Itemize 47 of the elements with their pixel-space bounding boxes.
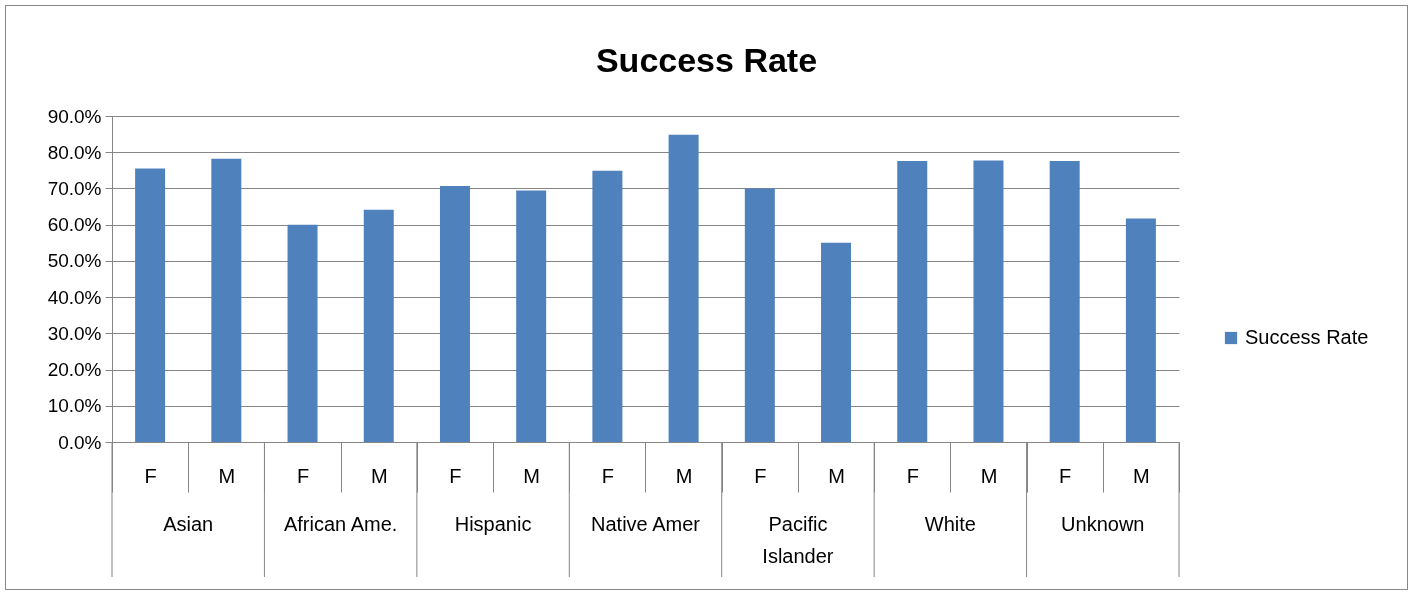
y-tick-label: 0.0% [58, 431, 102, 453]
x-tick-label: F [144, 464, 157, 487]
x-tick-label: M [1133, 464, 1150, 487]
bar [1125, 218, 1156, 442]
text: Native Amer [591, 513, 701, 535]
bar [744, 188, 775, 442]
chart-title: Success Rate [595, 41, 818, 79]
bar [668, 134, 699, 442]
legend-label: Success Rate [1245, 326, 1369, 348]
bar [592, 170, 623, 442]
text: Unknown [1061, 513, 1145, 535]
x-tick-label: F [601, 464, 614, 487]
bar [211, 158, 242, 442]
x-tick-label: M [828, 464, 845, 487]
bar [363, 209, 394, 442]
y-tick-label: 40.0% [47, 286, 102, 308]
x-tick-label: M [218, 464, 236, 487]
x-tick-label: F [296, 464, 310, 487]
x-tick-label: M [980, 464, 998, 487]
text: Asian [163, 513, 214, 535]
text: Pacific Islander [762, 513, 834, 567]
x-tick-label: M [675, 464, 693, 487]
bar [516, 190, 547, 442]
x-tick-label: F [906, 464, 919, 487]
x-tick-label: F [1059, 464, 1072, 487]
bar [287, 224, 318, 442]
y-tick-label: 90.0% [47, 105, 102, 127]
y-tick-label: 20.0% [47, 359, 102, 381]
bar [973, 160, 1004, 442]
bar [897, 160, 928, 442]
text: White [924, 513, 976, 535]
x-tick-label: F [449, 464, 462, 487]
y-tick-label: 70.0% [47, 177, 102, 199]
y-tick-label: 30.0% [47, 322, 102, 344]
x-tick-label: M [370, 464, 388, 487]
y-tick-label: 50.0% [47, 250, 102, 272]
bar [821, 242, 852, 442]
bar [439, 185, 470, 442]
x-tick-label: F [754, 464, 767, 487]
bar [135, 168, 166, 442]
text: Hispanic [454, 513, 532, 535]
x-tick-label: M [523, 464, 541, 487]
y-tick-label: 10.0% [47, 395, 102, 417]
y-tick-label: 60.0% [47, 214, 102, 236]
text: African Ame. [283, 513, 398, 535]
bar [1049, 160, 1080, 442]
y-tick-label: 80.0% [47, 141, 102, 163]
